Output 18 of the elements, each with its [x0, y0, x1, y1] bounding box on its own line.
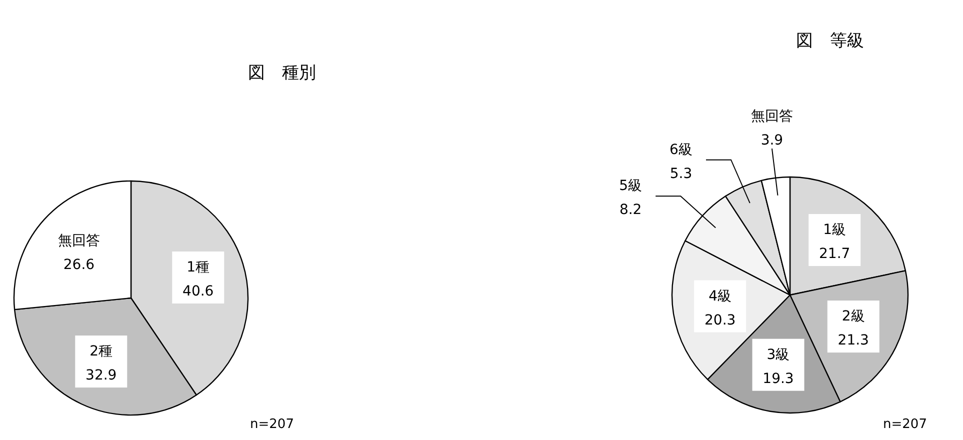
chart-title: 図 等級 — [796, 31, 864, 51]
slice-label: 3級 — [766, 346, 790, 363]
slice-label: 4級 — [708, 288, 732, 304]
text: n=207 — [883, 417, 927, 432]
slice-label: 2級 — [842, 308, 865, 325]
data-label: 32.9 — [86, 368, 117, 384]
data-label: 21.7 — [819, 246, 850, 262]
data-label: 19.3 — [762, 370, 794, 387]
data-label: 21.3 — [838, 332, 869, 349]
chart-title: 図 種別 — [248, 63, 316, 83]
slice-label: 無回答 — [58, 232, 100, 249]
data-label: 20.3 — [704, 312, 736, 328]
slice-label: 1種 — [186, 259, 210, 276]
data-label: 26.6 — [63, 256, 95, 273]
data-label: 40.6 — [182, 283, 214, 300]
text: n=207 — [250, 417, 294, 432]
slice-label: 2種 — [90, 344, 113, 360]
slice-label: 1級 — [823, 222, 846, 238]
